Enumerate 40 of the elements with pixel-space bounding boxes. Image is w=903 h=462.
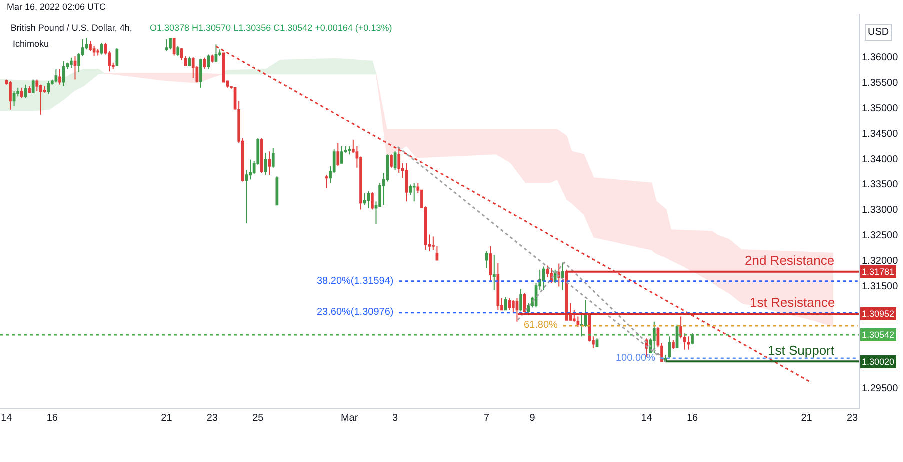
y-tick-label: 1.33500 (862, 180, 899, 191)
x-tick-label: 14 (641, 413, 653, 424)
text: Ichimoku (13, 39, 50, 49)
y-tick-label: 1.33000 (862, 205, 899, 216)
text: Mar 16, 2022 02:06 UTC (7, 2, 107, 12)
x-tick-label: 16 (46, 413, 58, 424)
y-axis-title: USD (868, 27, 890, 38)
y-tick-label: 1.29500 (862, 384, 899, 395)
x-tick-label: 9 (530, 413, 536, 424)
x-tick-label: 7 (484, 413, 490, 424)
series-label: 1st Support (768, 343, 835, 358)
x-tick-label: 21 (801, 413, 813, 424)
y-tick-label: 1.34000 (862, 154, 899, 166)
x-tick-label: 21 (161, 413, 173, 424)
data-label: 1.30542 (862, 330, 895, 340)
y-tick-label: 1.32500 (862, 230, 899, 242)
y-tick-label: 1.31500 (862, 282, 899, 293)
text: British Pound / U.S. Dollar, 4h, (10, 23, 132, 34)
y-tick-label: 1.35000 (862, 103, 899, 114)
x-tick-label: 16 (686, 413, 698, 424)
data-label: 1.30952 (862, 309, 895, 319)
x-tick-label: 23 (846, 413, 859, 424)
series-label: 23.60%(1.30976) (317, 307, 394, 318)
x-tick-label: 23 (206, 413, 218, 424)
y-tick-label: 1.35500 (862, 78, 899, 89)
series-label: 2nd Resistance (745, 253, 835, 268)
data-label: 1.31781 (862, 267, 895, 277)
series-label: 1st Resistance (750, 295, 836, 310)
series-label: 61.80% (524, 320, 558, 331)
x-tick-label: 25 (252, 413, 264, 424)
x-tick-label: 3 (392, 413, 399, 424)
x-tick-label: 14 (1, 413, 13, 424)
series-label: 38.20%(1.31594) (317, 276, 394, 287)
series-label: 100.00% (616, 353, 656, 364)
annotation: O1.30378 H1.30570 L1.30356 C1.30542 +0.00164 (+0.13%) (150, 23, 392, 33)
x-tick-label: Mar (340, 413, 359, 424)
y-tick-label: 1.34500 (862, 128, 899, 140)
y-tick-label: 1.36000 (862, 52, 899, 64)
y-tick-label: 1.32000 (862, 256, 899, 268)
data-label: 1.30020 (862, 357, 895, 367)
